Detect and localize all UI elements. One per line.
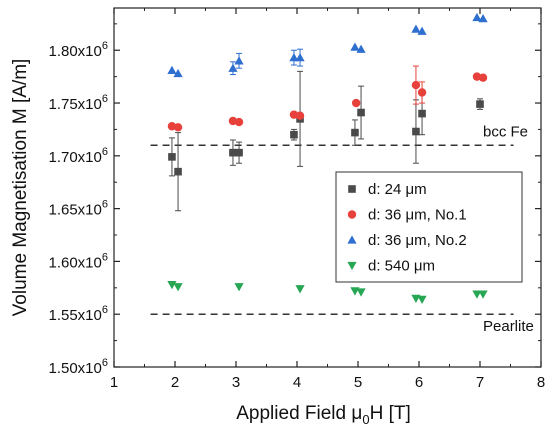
data-point — [417, 295, 427, 305]
series-triangle-up — [167, 12, 488, 78]
y-tick-label: 1.80x106 — [48, 40, 108, 60]
data-point — [476, 100, 484, 108]
x-tick-label: 6 — [415, 374, 423, 391]
legend-label: d: 24 μm — [368, 181, 427, 198]
legend-label: d: 540 μm — [368, 258, 435, 275]
data-point — [234, 283, 244, 292]
y-axis-title: Volume Magnetisation M [A/m] — [10, 59, 31, 317]
data-point — [295, 53, 305, 62]
data-point — [173, 68, 183, 78]
data-point — [472, 290, 482, 299]
reference-line-label: Pearlite — [483, 318, 534, 335]
x-axis-title: Applied Field μ0H [T] — [236, 403, 410, 427]
data-point — [295, 111, 305, 120]
legend: d: 24 μm d: 36 μm, No.1 d: 36 μm, No.2 d: 5… — [335, 171, 523, 283]
data-point — [417, 26, 427, 35]
data-point — [234, 56, 244, 65]
data-point — [229, 148, 237, 157]
legend-label: d: 36 μm, No.2 — [368, 232, 467, 249]
data-point — [295, 285, 305, 294]
y-tick-label: 1.65x106 — [48, 199, 108, 219]
legend-marker — [347, 261, 357, 271]
data-point — [411, 80, 421, 90]
data-point — [351, 128, 359, 137]
data-point — [478, 73, 488, 82]
legend-marker — [347, 235, 357, 244]
tick-layer: 1 2 3 4 5 6 7 8 1.50x106 1.55x106 1.60x106 1.65x106… — [48, 8, 545, 391]
series-triangle-down — [167, 280, 488, 305]
x-tick-label: 8 — [537, 374, 545, 391]
data-point — [472, 12, 482, 22]
data-point — [173, 123, 183, 132]
series-circle — [167, 65, 488, 132]
data-point — [351, 98, 361, 108]
data-point — [356, 288, 366, 297]
data-point — [417, 88, 427, 97]
reference-lines: bcc Fe Pearlite — [150, 123, 534, 335]
data-point — [478, 290, 488, 299]
legend-box — [335, 171, 523, 283]
data-point — [350, 42, 360, 51]
data-point — [174, 167, 182, 176]
x-tick-label: 5 — [354, 374, 362, 391]
axis-titles: Applied Field μ0H [T] Volume Magnetisatio… — [10, 59, 411, 427]
x-tick-label: 1 — [110, 374, 118, 391]
data-point — [412, 127, 420, 136]
series-square — [168, 70, 484, 212]
reference-line-label: bcc Fe — [483, 123, 528, 140]
data-point — [167, 65, 177, 74]
data-point — [356, 44, 366, 53]
x-tick-label: 2 — [171, 374, 179, 391]
data-point — [418, 109, 426, 118]
legend-marker — [348, 185, 356, 193]
y-tick-label: 1.50x106 — [48, 357, 108, 377]
legend-label: d: 36 μm, No.1 — [368, 207, 467, 224]
data-point — [173, 283, 183, 292]
data-point — [478, 13, 488, 23]
data-point — [411, 24, 421, 33]
x-tick-label: 7 — [476, 374, 484, 391]
data-point — [167, 280, 177, 290]
y-tick-label: 1.75x106 — [48, 93, 108, 113]
data-point — [290, 130, 298, 139]
y-tick-label: 1.70x106 — [48, 146, 108, 166]
x-tick-label: 3 — [232, 374, 240, 391]
legend-marker — [347, 210, 357, 219]
data-point — [228, 63, 238, 72]
data-point — [289, 53, 299, 62]
data-point — [357, 108, 365, 117]
x-tick-label: 4 — [293, 374, 301, 391]
data-points-layer — [167, 12, 488, 305]
y-tick-label: 1.55x106 — [48, 304, 108, 324]
data-point — [234, 117, 244, 127]
data-point — [235, 148, 243, 157]
data-point — [168, 153, 176, 161]
y-tick-label: 1.60x106 — [48, 251, 108, 271]
